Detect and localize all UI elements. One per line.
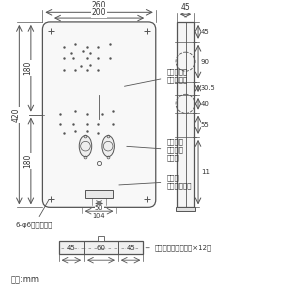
Text: 180: 180 (23, 154, 32, 168)
Text: 自由取外し
防止ビス稴: 自由取外し 防止ビス稴 (124, 69, 188, 86)
Ellipse shape (102, 136, 114, 157)
Text: 11: 11 (201, 169, 210, 175)
Text: 45: 45 (67, 245, 76, 251)
Text: 45: 45 (126, 245, 135, 251)
Text: 通線用
ノックアウト: 通線用 ノックアウト (119, 174, 192, 188)
Text: 104: 104 (93, 213, 105, 219)
Text: 260: 260 (92, 2, 106, 10)
Text: 60: 60 (97, 245, 106, 251)
Text: 通線用ノックアウト×12ケ: 通線用ノックアウト×12ケ (146, 244, 212, 251)
Bar (85, 190, 113, 198)
Bar (59, 241, 143, 254)
Text: 180: 180 (23, 61, 32, 76)
Bar (176, 207, 195, 211)
Text: 90: 90 (201, 59, 210, 65)
Text: 6-φ6基台取付稴: 6-φ6基台取付稴 (16, 200, 53, 228)
Text: 50: 50 (95, 206, 103, 212)
Text: 45: 45 (201, 29, 210, 35)
Text: 55: 55 (201, 122, 210, 128)
Bar (177, 22, 194, 207)
Text: 200: 200 (92, 8, 106, 17)
Text: 40: 40 (201, 101, 210, 107)
Text: 45: 45 (181, 3, 190, 12)
Ellipse shape (79, 136, 92, 157)
Bar (98, 236, 104, 241)
FancyBboxPatch shape (42, 22, 156, 207)
Text: 420: 420 (12, 107, 21, 122)
Text: 単位:mm: 単位:mm (11, 275, 40, 284)
Text: 30.5: 30.5 (201, 85, 216, 91)
Text: スイッチ
ボックス
取付稴: スイッチ ボックス 取付稴 (127, 139, 183, 160)
